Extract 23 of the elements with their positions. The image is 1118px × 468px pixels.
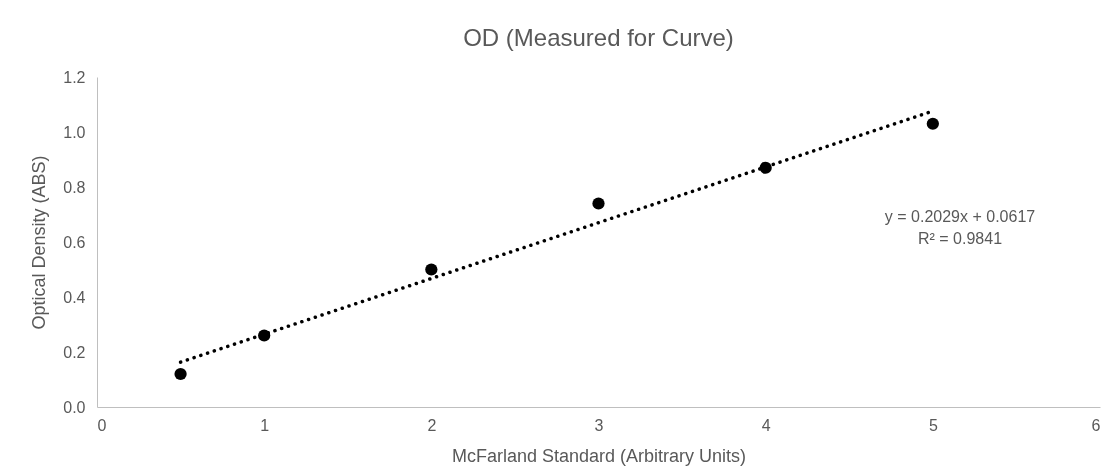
y-tick-label: 0.2 <box>63 343 86 361</box>
point <box>174 367 187 381</box>
x-tick-label: 4 <box>761 416 771 434</box>
x-tick-label: 6 <box>1091 416 1101 434</box>
x-tick-label: 5 <box>928 416 938 434</box>
y-tick-label: 1.2 <box>63 68 86 86</box>
point <box>425 263 438 276</box>
x-tick-label: 3 <box>594 416 604 434</box>
x-axis-title: McFarland Standard (Arbitrary Units) <box>451 445 747 466</box>
y-axis-title: Optical Density (ABS) <box>29 155 50 330</box>
y-tick-label: 0.0 <box>63 398 86 416</box>
annotation: y = 0.2029x + 0.0617 <box>884 208 1036 225</box>
x-tick-label: 2 <box>427 416 437 434</box>
x-tick-label: 1 <box>260 416 270 434</box>
annotation: R² = 0.9841 <box>917 230 1003 247</box>
y-tick-label: 0.8 <box>63 178 86 196</box>
point <box>926 117 939 130</box>
y-tick-label: 0.4 <box>63 288 86 306</box>
x-tick-label: 0 <box>97 416 107 434</box>
chart-title: OD (Measured for Curve) <box>463 24 734 51</box>
y-tick-label: 1.0 <box>63 123 86 141</box>
y-tick-label: 0.6 <box>63 233 86 251</box>
point <box>592 197 605 210</box>
